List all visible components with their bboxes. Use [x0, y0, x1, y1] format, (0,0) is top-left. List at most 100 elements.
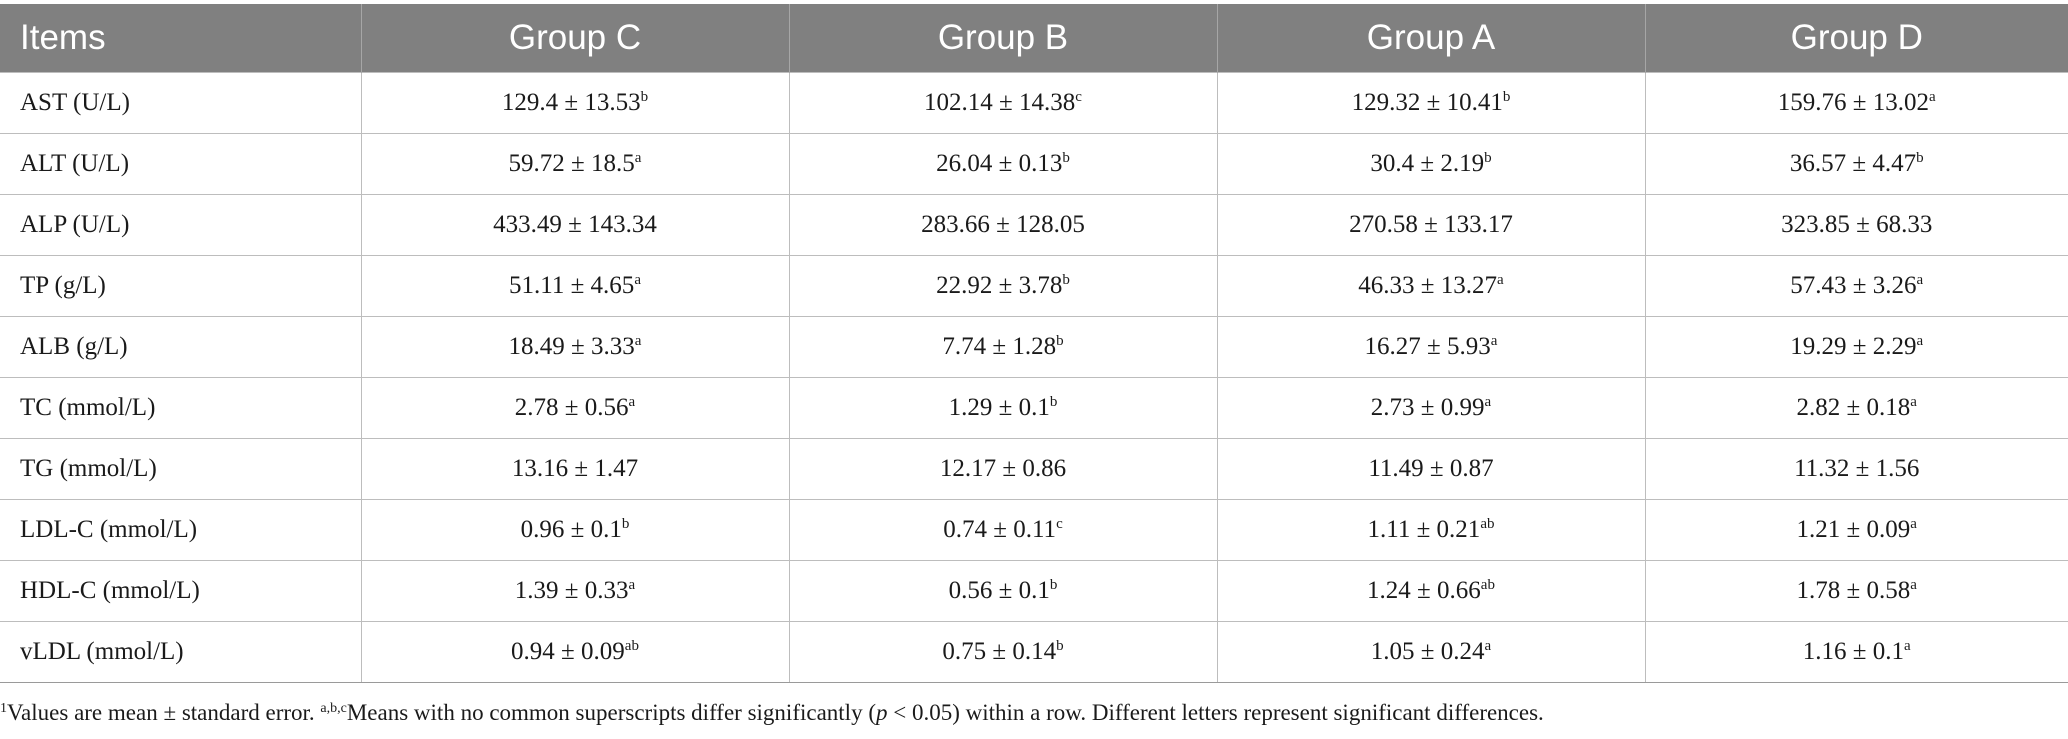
row-item-label: HDL-C (mmol/L) [0, 560, 362, 622]
table-cell: 11.49 ± 0.87 [1216, 438, 1646, 500]
cell-superscript: b [1049, 394, 1058, 410]
table-cell: 1.11 ± 0.21ab [1216, 499, 1646, 561]
table-cell: 159.76 ± 13.02a [1644, 72, 2068, 134]
cell-value: 1.78 ± 0.58 [1796, 577, 1911, 604]
cell-value: 0.94 ± 0.09 [511, 638, 625, 665]
row-item-label: TG (mmol/L) [0, 438, 362, 500]
cell-value: 1.29 ± 0.1 [948, 394, 1050, 421]
cell-superscript: a [1916, 272, 1924, 288]
table-cell: 12.17 ± 0.86 [788, 438, 1218, 500]
cell-value: 323.85 ± 68.33 [1781, 211, 1933, 238]
cell-value: 102.14 ± 14.38 [924, 89, 1076, 116]
cell-value: 16.27 ± 5.93 [1364, 333, 1491, 360]
table-cell: 0.94 ± 0.09ab [360, 621, 790, 683]
cell-superscript: c [1056, 516, 1063, 532]
cell-superscript: a [1904, 638, 1911, 654]
table-cell: 1.39 ± 0.33a [360, 560, 790, 622]
cell-superscript: ab [1480, 577, 1495, 593]
results-table-container: Items Group C Group B Group A Group D AS… [0, 4, 2068, 683]
cell-value: 11.49 ± 0.87 [1368, 455, 1494, 482]
table-cell: 323.85 ± 68.33 [1644, 194, 2068, 256]
cell-value: 159.76 ± 13.02 [1777, 89, 1930, 116]
table-cell: 1.16 ± 0.1a [1644, 621, 2068, 683]
table-cell: 129.4 ± 13.53b [360, 72, 790, 134]
cell-value: 46.33 ± 13.27 [1358, 272, 1498, 299]
row-item-label: LDL-C (mmol/L) [0, 499, 362, 561]
table-cell: 26.04 ± 0.13b [788, 133, 1218, 195]
table-cell: 0.56 ± 0.1b [788, 560, 1218, 622]
header-group-c: Group C [360, 4, 790, 73]
cell-value: 36.57 ± 4.47 [1789, 150, 1917, 177]
header-row: Items Group C Group B Group A Group D [0, 4, 2068, 73]
footnote-text-3: < 0.05) within a row. Different letters … [887, 700, 1544, 725]
table-cell: 11.32 ± 1.56 [1644, 438, 2068, 500]
table-cell: 0.74 ± 0.11c [788, 499, 1218, 561]
cell-value: 0.96 ± 0.1 [520, 516, 622, 543]
cell-superscript: a [628, 577, 636, 593]
cell-superscript: a [634, 333, 642, 349]
table-body: AST (U/L) 129.4 ± 13.53b 102.14 ± 14.38c 12… [0, 72, 2068, 683]
cell-value: 433.49 ± 143.34 [493, 211, 657, 238]
table-row: vLDL (mmol/L) 0.94 ± 0.09ab 0.75 ± 0.14b 1.… [0, 621, 2068, 683]
cell-superscript: b [1502, 89, 1511, 105]
footnote-marker-1: 1 [0, 701, 7, 716]
row-item-label: ALP (U/L) [0, 194, 362, 256]
cell-value: 51.11 ± 4.65 [509, 272, 635, 299]
cell-superscript: a [1497, 272, 1504, 288]
cell-value: 270.58 ± 133.17 [1349, 211, 1513, 238]
cell-value: 1.05 ± 0.24 [1370, 638, 1485, 665]
cell-superscript: b [1056, 333, 1064, 349]
cell-value: 1.39 ± 0.33 [514, 577, 629, 604]
cell-superscript: b [640, 89, 649, 105]
table-cell: 13.16 ± 1.47 [360, 438, 790, 500]
cell-superscript: a [1910, 577, 1917, 593]
cell-value: 129.4 ± 13.53 [501, 89, 641, 116]
table-row: HDL-C (mmol/L) 1.39 ± 0.33a 0.56 ± 0.1b 1.2… [0, 560, 2068, 622]
header-group-d: Group D [1644, 4, 2068, 73]
cell-value: 129.32 ± 10.41 [1351, 89, 1503, 116]
table-cell: 46.33 ± 13.27a [1216, 255, 1646, 317]
cell-value: 19.29 ± 2.29 [1790, 333, 1917, 360]
table-cell: 433.49 ± 143.34 [360, 194, 790, 256]
table-cell: 16.27 ± 5.93a [1216, 316, 1646, 378]
cell-superscript: a [1490, 333, 1498, 349]
table-cell: 1.29 ± 0.1b [788, 377, 1218, 439]
cell-superscript: ab [1480, 516, 1495, 532]
table-cell: 2.82 ± 0.18a [1644, 377, 2068, 439]
table-cell: 1.21 ± 0.09a [1644, 499, 2068, 561]
footnote-text-1: Values are mean ± standard error. [7, 700, 321, 725]
cell-value: 11.32 ± 1.56 [1794, 455, 1920, 482]
cell-superscript: ab [624, 638, 639, 654]
cell-superscript: a [628, 394, 636, 410]
cell-value: 59.72 ± 18.5 [508, 150, 635, 177]
cell-value: 0.75 ± 0.14 [942, 638, 1057, 665]
cell-value: 0.56 ± 0.1 [948, 577, 1050, 604]
table-cell: 30.4 ± 2.19b [1216, 133, 1646, 195]
cell-value: 2.73 ± 0.99 [1370, 394, 1485, 421]
table-cell: 51.11 ± 4.65a [360, 255, 790, 317]
table-cell: 18.49 ± 3.33a [360, 316, 790, 378]
table-row: TC (mmol/L) 2.78 ± 0.56a 1.29 ± 0.1b 2.73 ±… [0, 377, 2068, 439]
cell-value: 283.66 ± 128.05 [921, 211, 1085, 238]
cell-value: 2.78 ± 0.56 [514, 394, 629, 421]
table-cell: 36.57 ± 4.47b [1644, 133, 2068, 195]
table-cell: 7.74 ± 1.28b [788, 316, 1218, 378]
row-item-label: ALT (U/L) [0, 133, 362, 195]
row-item-label: TP (g/L) [0, 255, 362, 317]
cell-value: 26.04 ± 0.13 [936, 150, 1063, 177]
row-item-label: vLDL (mmol/L) [0, 621, 362, 683]
table-row: TP (g/L) 51.11 ± 4.65a 22.92 ± 3.78b 46.33 … [0, 255, 2068, 317]
cell-value: 1.21 ± 0.09 [1796, 516, 1911, 543]
table-cell: 1.24 ± 0.66ab [1216, 560, 1646, 622]
cell-superscript: b [1062, 150, 1070, 166]
header-items: Items [0, 4, 362, 73]
cell-superscript: a [1910, 394, 1917, 410]
cell-superscript: a [1910, 516, 1917, 532]
cell-value: 0.74 ± 0.11 [943, 516, 1057, 543]
cell-superscript: a [1916, 333, 1924, 349]
table-row: ALP (U/L) 433.49 ± 143.34 283.66 ± 128.05 2… [0, 194, 2068, 256]
cell-value: 18.49 ± 3.33 [508, 333, 635, 360]
row-item-label: TC (mmol/L) [0, 377, 362, 439]
cell-superscript: b [1062, 272, 1070, 288]
table-cell: 0.96 ± 0.1b [360, 499, 790, 561]
